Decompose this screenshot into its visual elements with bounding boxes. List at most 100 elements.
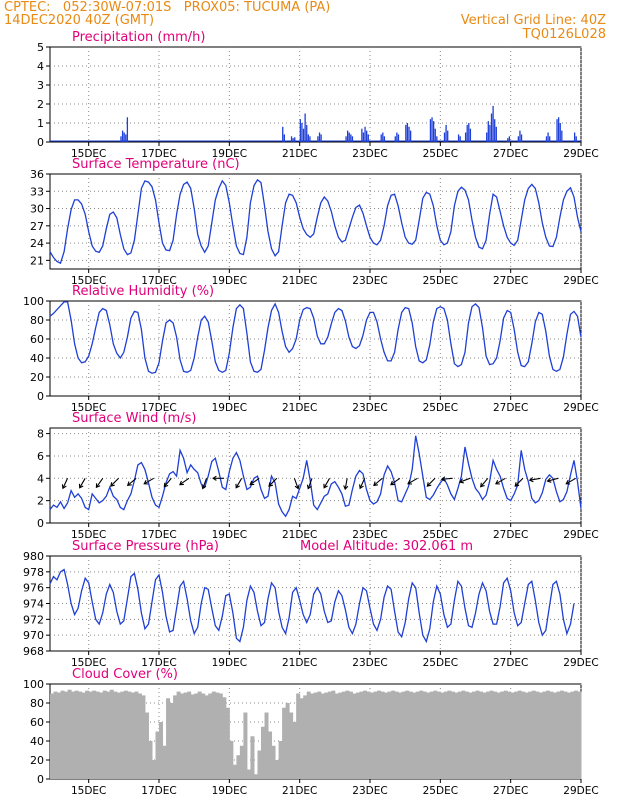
wind-arrow-head (126, 481, 132, 487)
wind-arrow (202, 478, 208, 489)
cloud-bar (521, 691, 526, 779)
y-tick-label: 0 (37, 136, 44, 149)
y-tick-label: 24 (30, 237, 44, 250)
precip-bar (466, 124, 468, 142)
x-tick-label: 27DEC (493, 275, 528, 287)
wind-arrow (565, 477, 577, 485)
precip-bar (545, 136, 548, 142)
precip-bar (408, 126, 410, 142)
x-tick-label: 29DEC (563, 402, 598, 414)
precip-bar (517, 136, 520, 142)
cloud-bar (429, 691, 434, 779)
cloud-bar (493, 691, 498, 779)
panel-title: Cloud Cover (%) (72, 667, 178, 682)
wind-arrow-head (528, 477, 534, 483)
cloud-bar (549, 691, 554, 779)
wind-arrow (79, 478, 86, 489)
cloud-bar (81, 692, 86, 779)
cloud-bar (359, 691, 364, 779)
cloud-bar (387, 691, 392, 779)
precip-bar (302, 128, 305, 142)
cloud-bar (162, 745, 167, 779)
precip-bar (394, 136, 396, 142)
panel-title: Relative Humidity (%) (72, 284, 214, 299)
precip-bar (366, 130, 368, 142)
x-tick-label: 19DEC (212, 657, 247, 669)
cloud-bar (260, 726, 266, 779)
cloud-bar (166, 698, 171, 779)
cloud-bar (222, 697, 227, 779)
y-tick-label: 33 (30, 185, 44, 198)
precip-bar (575, 136, 577, 142)
precip-bar (469, 128, 472, 142)
cloud-bar (500, 691, 505, 779)
cloud-bar (236, 755, 241, 779)
precip-bar (432, 121, 435, 142)
wind-arrow-head (359, 484, 364, 490)
cloud-bar (285, 703, 290, 779)
wind-arrow (127, 477, 137, 486)
precip-bar (520, 134, 523, 142)
x-tick-label: 21DEC (282, 785, 317, 797)
cloud-bar (275, 760, 280, 779)
precip-bar (345, 136, 347, 142)
cloud-bar (496, 692, 501, 779)
cloud-bar (253, 774, 258, 779)
precip-bar (361, 128, 363, 142)
cloud-bar (67, 689, 72, 779)
cloud-bar (292, 722, 297, 779)
x-tick-label: 23DEC (352, 657, 387, 669)
precip-bar (429, 119, 432, 142)
cloud-bar (380, 691, 385, 779)
cloud-bar (355, 692, 360, 779)
wind-arrow-head (179, 480, 184, 486)
cloud-bar (176, 691, 181, 779)
cloud-bar (426, 692, 431, 779)
y-tick-label: 60 (30, 716, 44, 729)
panel-frame (49, 46, 582, 143)
cloud-bar (155, 731, 160, 779)
cloud-bar (282, 707, 287, 779)
precip-bar (362, 132, 365, 142)
cloud-bar (362, 690, 367, 779)
cloud-bar (187, 691, 192, 779)
wind-arrow-head (495, 479, 500, 485)
x-tick-label: 19DEC (212, 275, 247, 287)
cloud-bar (109, 689, 114, 779)
x-tick-label: 29DEC (563, 275, 598, 287)
precip-bar (459, 136, 461, 142)
precip-bar (292, 138, 294, 142)
wind-arrow (373, 477, 383, 486)
x-tick-label: 25DEC (423, 402, 458, 414)
y-tick-label: 100 (23, 295, 44, 308)
cloud-bar (338, 692, 343, 779)
precip-bar (121, 130, 124, 142)
precip-bar (382, 132, 384, 142)
wind-arrow (110, 477, 119, 487)
x-tick-label: 21DEC (282, 657, 317, 669)
cloud-bar (538, 692, 543, 779)
wind-arrow-head (294, 484, 300, 490)
cloud-bar (317, 691, 322, 779)
cloud-bar (134, 691, 139, 779)
cloud-bar (215, 692, 220, 779)
precip-bar (320, 134, 322, 142)
wind-arrow-head (426, 482, 432, 487)
cloud-bar (503, 690, 508, 779)
cloud-bar (246, 769, 251, 779)
cloud-bar (433, 690, 438, 779)
cloud-bar (373, 691, 378, 779)
x-tick-label: 15DEC (71, 148, 106, 160)
wind-arrow (323, 478, 331, 489)
y-tick-label: 980 (23, 550, 44, 563)
x-tick-label: 15DEC (71, 657, 106, 669)
x-tick-label: 17DEC (141, 275, 176, 287)
x-tick-label: 27DEC (493, 657, 528, 669)
wind-arrow (293, 478, 299, 489)
cloud-bar (127, 691, 132, 779)
cloud-bar (137, 693, 142, 779)
precip-bar (318, 132, 321, 142)
cloud-bar (556, 691, 561, 779)
header-line3-right: TQ0126L028 (522, 27, 606, 42)
y-tick-label: 8 (37, 428, 44, 441)
